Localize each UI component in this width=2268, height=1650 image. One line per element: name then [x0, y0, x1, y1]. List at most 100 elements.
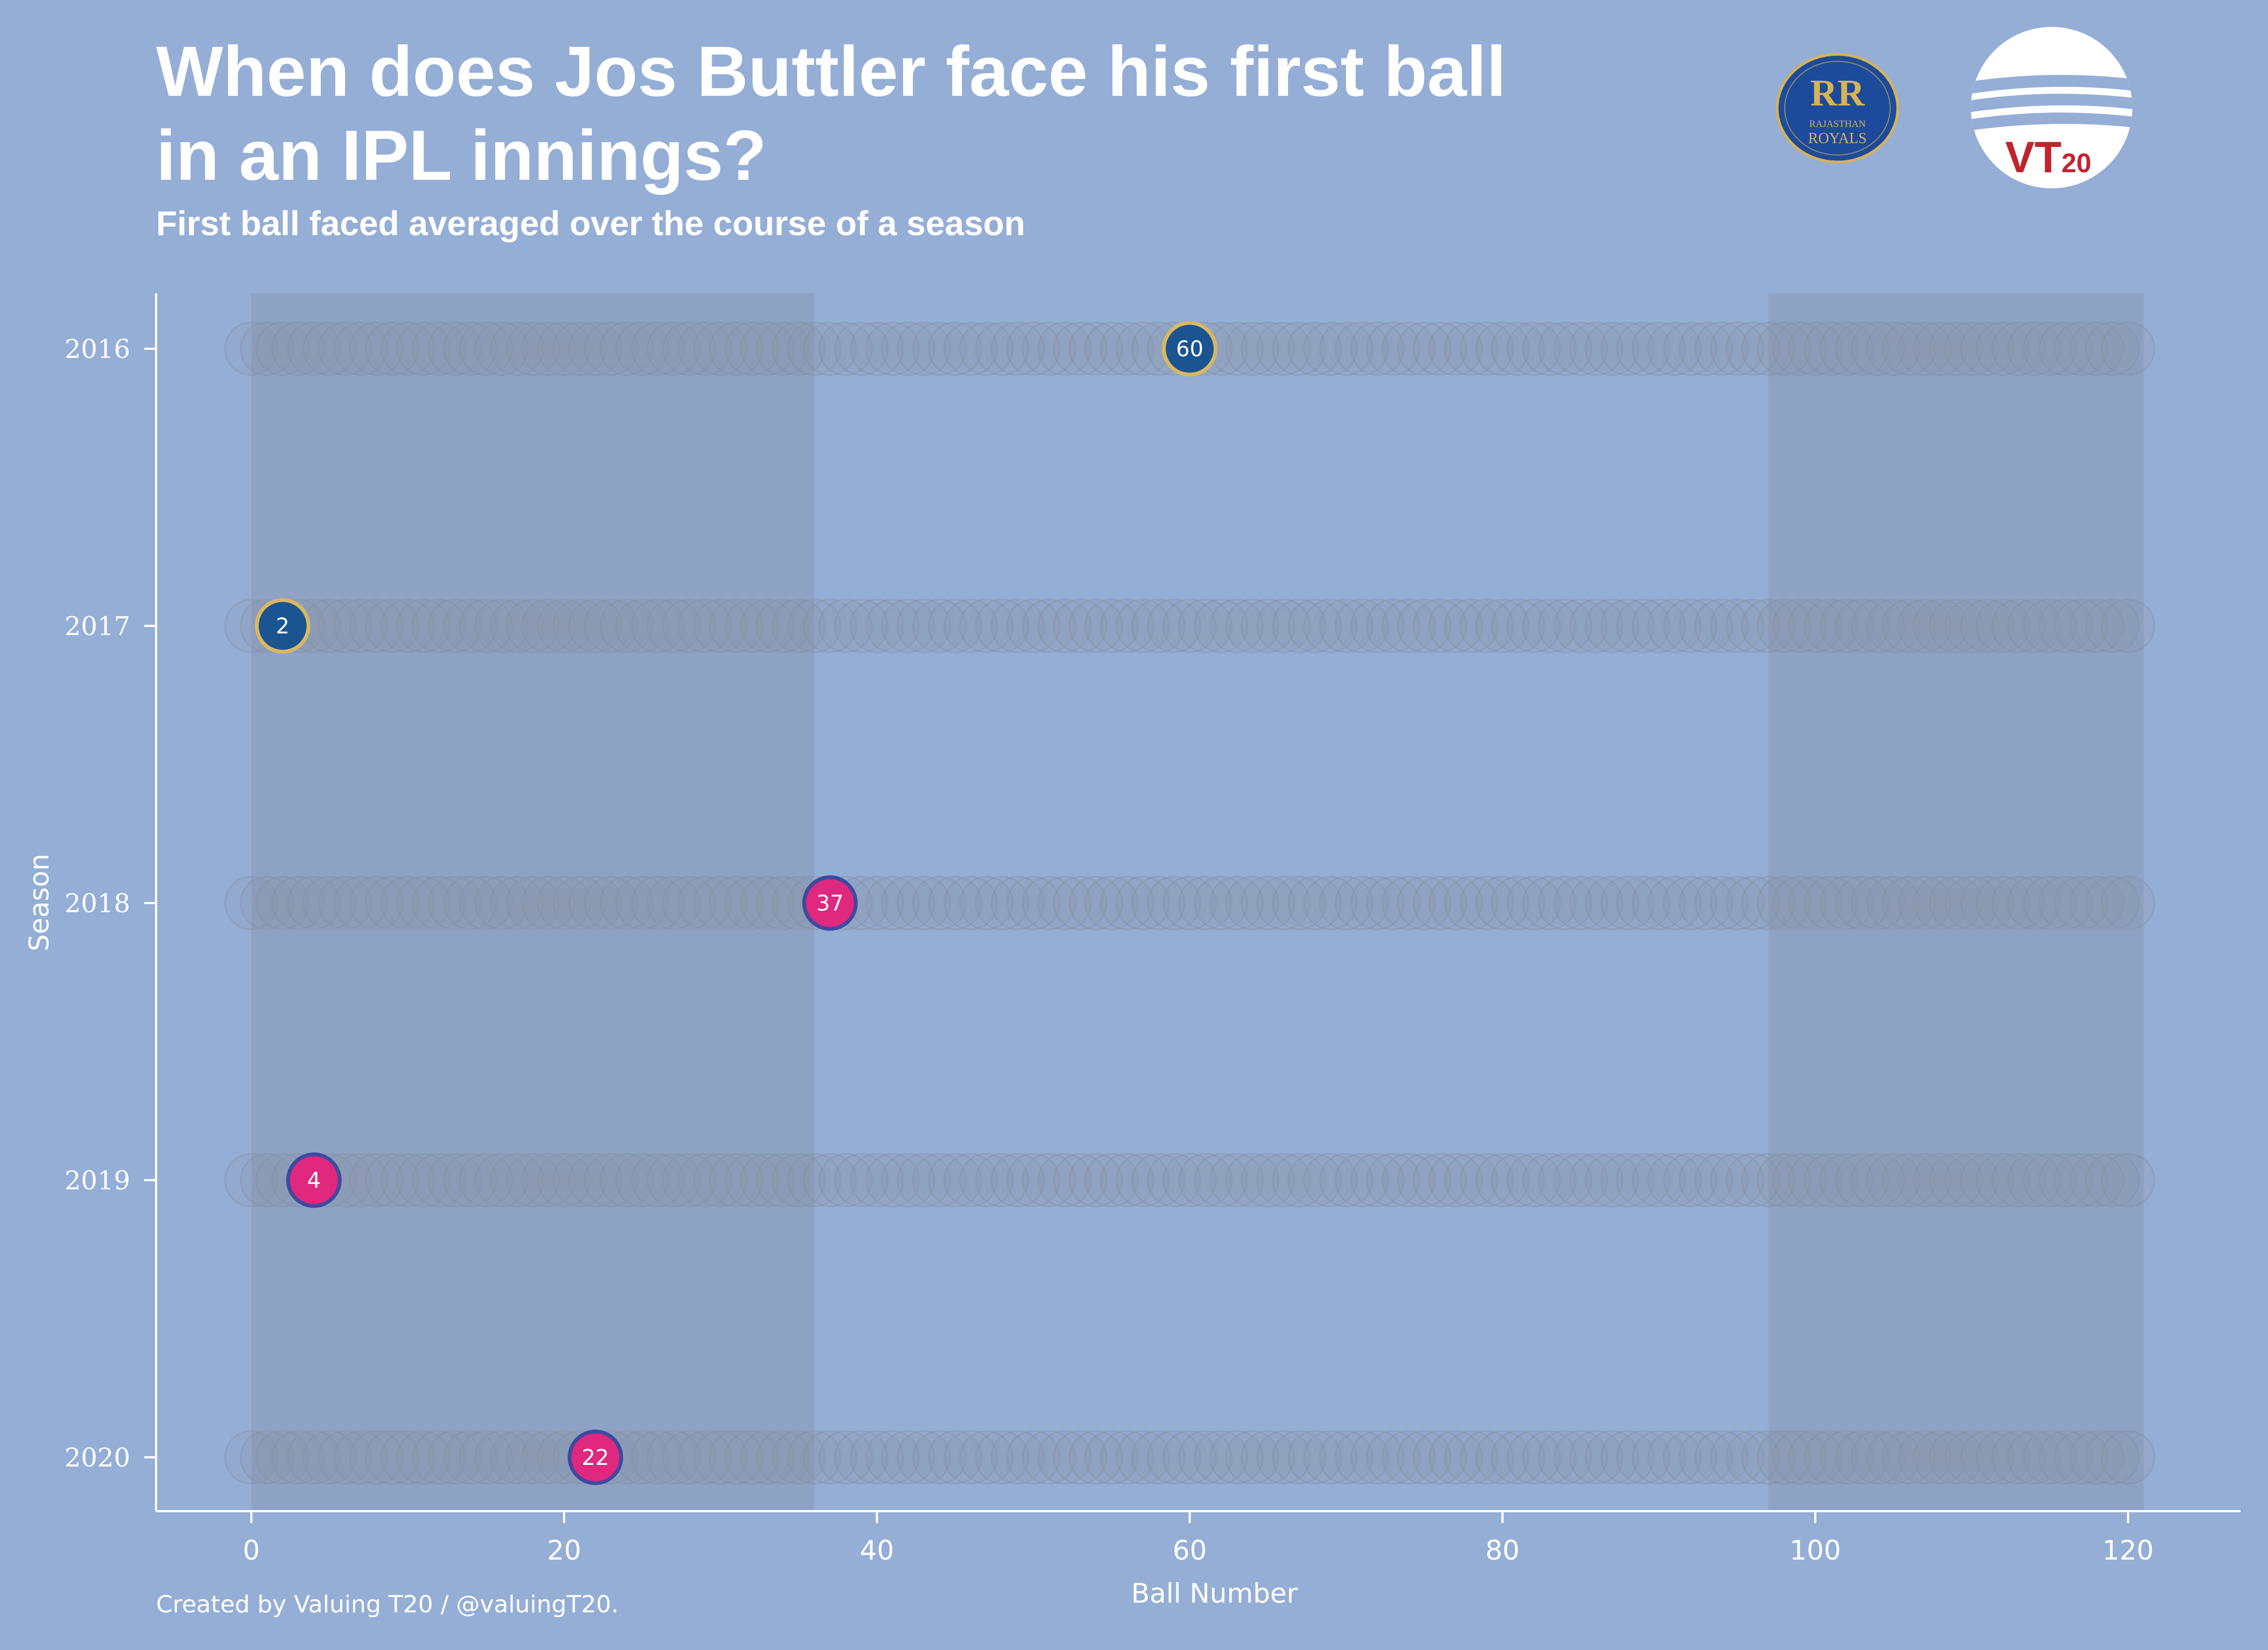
track-dot	[2054, 1153, 2109, 1208]
track-dot	[912, 598, 967, 653]
track-dot	[1350, 598, 1405, 653]
track-dot	[1569, 876, 1624, 930]
track-dot	[1944, 321, 1999, 376]
track-dot	[1163, 598, 1217, 653]
track-dot	[568, 598, 623, 653]
track-dot	[1084, 321, 1139, 376]
track-dot	[583, 1153, 638, 1208]
rr-text-line2: ROYALS	[1808, 130, 1867, 147]
track-dot	[412, 1153, 467, 1208]
track-dot	[474, 1430, 529, 1485]
x-tick-label: 60	[1173, 1535, 1207, 1566]
track-dot	[1491, 321, 1546, 376]
track-dot	[381, 321, 435, 376]
track-dot	[1584, 1430, 1639, 1485]
track-dot	[1209, 1430, 1264, 1485]
track-dot	[333, 1430, 388, 1485]
track-dot	[1444, 876, 1499, 930]
track-dot	[1584, 598, 1639, 653]
track-dot	[709, 1430, 764, 1485]
track-dot	[2085, 1430, 2140, 1485]
y-tick-label: 2018	[65, 889, 130, 919]
track-dot	[474, 1153, 529, 1208]
track-dot	[1804, 1430, 1858, 1485]
track-dot	[646, 1430, 701, 1485]
track-dot	[1350, 1153, 1405, 1208]
track-dot	[849, 1430, 904, 1485]
track-dot	[1428, 1153, 1483, 1208]
track-dot	[1084, 1430, 1139, 1485]
track-dot	[459, 876, 513, 930]
track-dot	[1694, 876, 1749, 930]
track-dot	[1710, 1153, 1765, 1208]
track-dot	[1663, 1430, 1717, 1485]
track-dot	[1538, 876, 1593, 930]
track-dot	[1522, 876, 1577, 930]
track-dot	[802, 598, 857, 653]
track-dot	[802, 1153, 857, 1208]
track-dot	[1412, 876, 1467, 930]
track-dot	[1412, 1430, 1467, 1485]
track-dot	[2023, 598, 2077, 653]
track-dot	[678, 598, 732, 653]
track-dot	[1725, 598, 1780, 653]
track-dot	[615, 876, 670, 930]
track-dot	[1460, 598, 1515, 653]
track-dot	[990, 876, 1045, 930]
track-dot	[1397, 598, 1452, 653]
track-dot	[255, 876, 310, 930]
track-dot	[1928, 876, 1983, 930]
track-dot	[1397, 1153, 1452, 1208]
track-dot	[1944, 598, 1999, 653]
track-dot	[1976, 1153, 2031, 1208]
track-dot	[678, 321, 732, 376]
track-dot	[1053, 1153, 1108, 1208]
track-dot	[1584, 321, 1639, 376]
title-line-2: in an IPL innings?	[156, 116, 767, 195]
track-dot	[349, 1153, 404, 1208]
track-dot	[724, 876, 779, 930]
track-dot	[959, 1430, 1014, 1485]
y-tick-label: 2019	[65, 1166, 130, 1196]
track-dot	[2054, 1430, 2109, 1485]
track-dot	[1991, 1153, 2046, 1208]
track-dot	[505, 1430, 560, 1485]
track-dot	[427, 598, 482, 653]
track-dot	[943, 1430, 998, 1485]
track-dot	[1037, 321, 1092, 376]
track-dot	[897, 321, 952, 376]
track-dot	[490, 598, 545, 653]
track-dot	[1365, 598, 1420, 653]
track-dot	[1444, 598, 1499, 653]
track-dot	[1897, 321, 1952, 376]
track-dot	[912, 1430, 967, 1485]
track-dot	[865, 598, 920, 653]
track-dot	[615, 598, 670, 653]
track-dot	[1788, 1430, 1843, 1485]
track-dot	[1178, 1430, 1233, 1485]
track-dot	[1303, 598, 1358, 653]
track-dot	[1506, 876, 1561, 930]
track-dot	[1241, 1153, 1295, 1208]
track-dot	[1663, 1153, 1717, 1208]
track-dot	[1272, 598, 1327, 653]
track-dot	[897, 876, 952, 930]
track-dot	[1319, 598, 1374, 653]
track-dot	[1725, 876, 1780, 930]
track-dot	[1194, 1153, 1249, 1208]
track-dot	[1428, 1430, 1483, 1485]
track-dot	[1287, 1153, 1342, 1208]
track-dot	[1600, 598, 1655, 653]
track-dot	[928, 1430, 983, 1485]
track-dot	[740, 876, 795, 930]
track-dot	[943, 321, 998, 376]
track-dot	[1068, 598, 1123, 653]
track-dot	[1788, 1153, 1843, 1208]
track-dot	[1835, 598, 1890, 653]
track-dot	[396, 598, 451, 653]
track-dot	[897, 598, 952, 653]
track-dot	[865, 1153, 920, 1208]
track-dot	[505, 598, 560, 653]
track-dot	[1006, 1153, 1061, 1208]
track-dot	[2038, 876, 2093, 930]
